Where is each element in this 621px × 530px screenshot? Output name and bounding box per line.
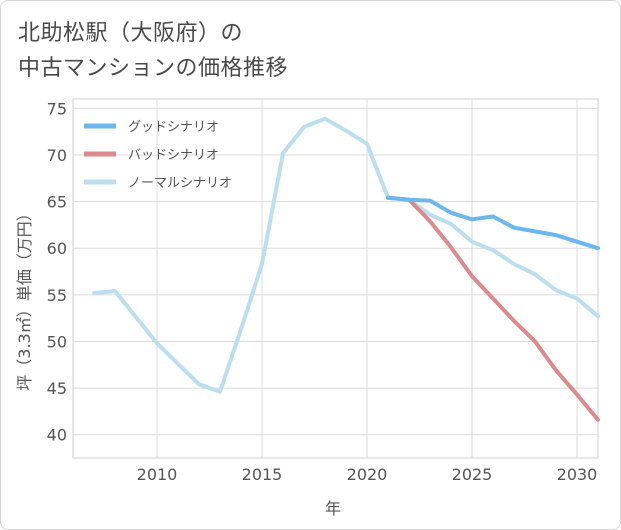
y-tick-label: 50 — [47, 332, 67, 351]
y-tick-label: 75 — [47, 99, 67, 118]
chart-title-line1: 北助松駅（大阪府）の — [18, 21, 244, 46]
series-line-1 — [386, 195, 600, 422]
x-tick-labels: 2010 2015 2020 2025 2030 — [137, 465, 598, 484]
plot-area — [72, 98, 599, 459]
y-tick-labels: 40 45 50 55 60 65 70 75 — [47, 99, 67, 444]
chart-title: 北助松駅（大阪府）の 中古マンションの価格推移 — [18, 16, 288, 86]
legend-item[interactable]: バッドシナリオ — [84, 148, 219, 163]
y-tick-label: 40 — [47, 426, 67, 445]
x-tick-label: 2025 — [452, 465, 493, 484]
series-line-2 — [92, 116, 600, 394]
y-tick-label: 65 — [47, 193, 67, 212]
legend-label: バッドシナリオ — [128, 148, 219, 163]
y-axis-title: 坪（3.3㎡）単価（万円） — [15, 205, 34, 390]
y-tick-label: 60 — [47, 239, 67, 258]
series-lines — [92, 116, 600, 422]
legend-item[interactable]: グッドシナリオ — [84, 120, 219, 135]
chart-title-line2: 中古マンションの価格推移 — [18, 56, 289, 81]
x-axis-title: 年 — [325, 499, 341, 518]
x-tick-label: 2030 — [557, 465, 598, 484]
x-tick-label: 2015 — [242, 465, 283, 484]
legend-item[interactable]: ノーマルシナリオ — [84, 176, 232, 191]
x-tick-label: 2020 — [347, 465, 388, 484]
series-line-0 — [386, 195, 600, 251]
legend-label: グッドシナリオ — [128, 120, 219, 135]
y-tick-label: 55 — [47, 286, 67, 305]
legend-label: ノーマルシナリオ — [128, 176, 232, 191]
x-tick-label: 2010 — [137, 465, 178, 484]
y-tick-label: 45 — [47, 379, 67, 398]
y-tick-label: 70 — [47, 146, 67, 165]
